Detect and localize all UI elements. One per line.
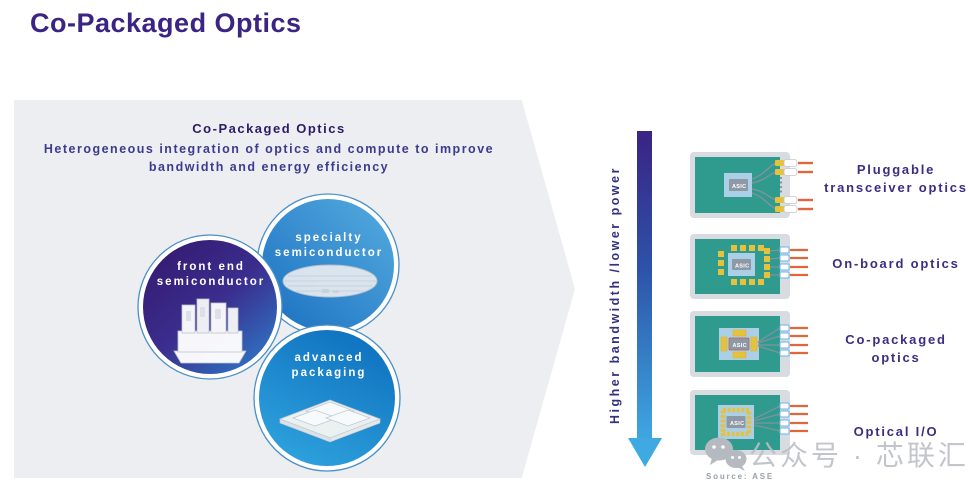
label-pluggable-transceiver-optics: Pluggable transceiver optics xyxy=(824,162,968,195)
circle-advanced-packaging xyxy=(253,324,401,472)
wafer-image xyxy=(282,264,378,298)
asic-label: ASIC xyxy=(730,421,744,427)
label-specialty-semiconductor: specialty semiconductor xyxy=(274,232,384,259)
label-on-board-optics: On-board optics xyxy=(832,256,960,271)
fiber-connectors xyxy=(779,246,790,279)
panel-subheading: Heterogeneous integration of optics and … xyxy=(14,140,524,176)
chip-co-packaged-optics: ASIC xyxy=(690,311,808,377)
fanout-lines xyxy=(753,405,781,432)
asic-label: ASIC xyxy=(735,264,749,270)
fiber-connectors xyxy=(775,159,798,213)
bandwidth-arrow-head xyxy=(628,438,662,467)
wechat-icon xyxy=(705,437,747,471)
fiber-connectors xyxy=(779,402,790,435)
label-front-end-semiconductor: front end semiconductor xyxy=(156,261,266,288)
circle-front-end-semiconductor xyxy=(137,234,283,380)
fiber-lines xyxy=(798,161,813,211)
ellipsis-dots xyxy=(779,176,783,193)
chip-on-board-optics: ASIC xyxy=(690,234,808,299)
fab-building-image xyxy=(173,298,247,364)
label-advanced-packaging: advanced packaging xyxy=(291,352,367,379)
optical-engines xyxy=(720,329,758,359)
asic-label: ASIC xyxy=(732,184,746,190)
trace-lines xyxy=(769,249,781,276)
fiber-lines xyxy=(790,326,808,355)
panel-subheading-line1: Heterogeneous integration of optics and … xyxy=(43,142,495,156)
package-substrate-image xyxy=(278,399,382,443)
fiber-connectors xyxy=(779,324,790,357)
bandwidth-arrow-shaft xyxy=(637,131,652,439)
chip-pluggable-transceiver: ASIC xyxy=(690,152,813,218)
circle-specialty-semiconductor xyxy=(256,193,400,337)
label-co-packaged-optics: Co-packaged optics xyxy=(845,332,947,365)
trefoil-diagram xyxy=(137,193,401,472)
panel-subheading-line2: bandwidth and energy efficiency xyxy=(148,160,390,174)
optical-io-chiplet-ring xyxy=(720,407,752,437)
panel-heading: Co-Packaged Optics xyxy=(192,121,346,136)
optical-modules xyxy=(718,245,770,285)
label-optical-io: Optical I/O xyxy=(853,424,939,439)
fiber-lines xyxy=(790,248,808,277)
watermark-text: 公众号 · 芯联汇 xyxy=(749,440,969,471)
source-text: Source: ASE xyxy=(706,472,774,481)
fanout-lines xyxy=(757,327,781,354)
fiber-lines xyxy=(790,404,808,433)
page-title: Co-Packaged Optics xyxy=(30,8,302,38)
bandwidth-axis-label: Higher bandwidth /lower power xyxy=(608,166,622,424)
asic-label: ASIC xyxy=(733,343,747,349)
